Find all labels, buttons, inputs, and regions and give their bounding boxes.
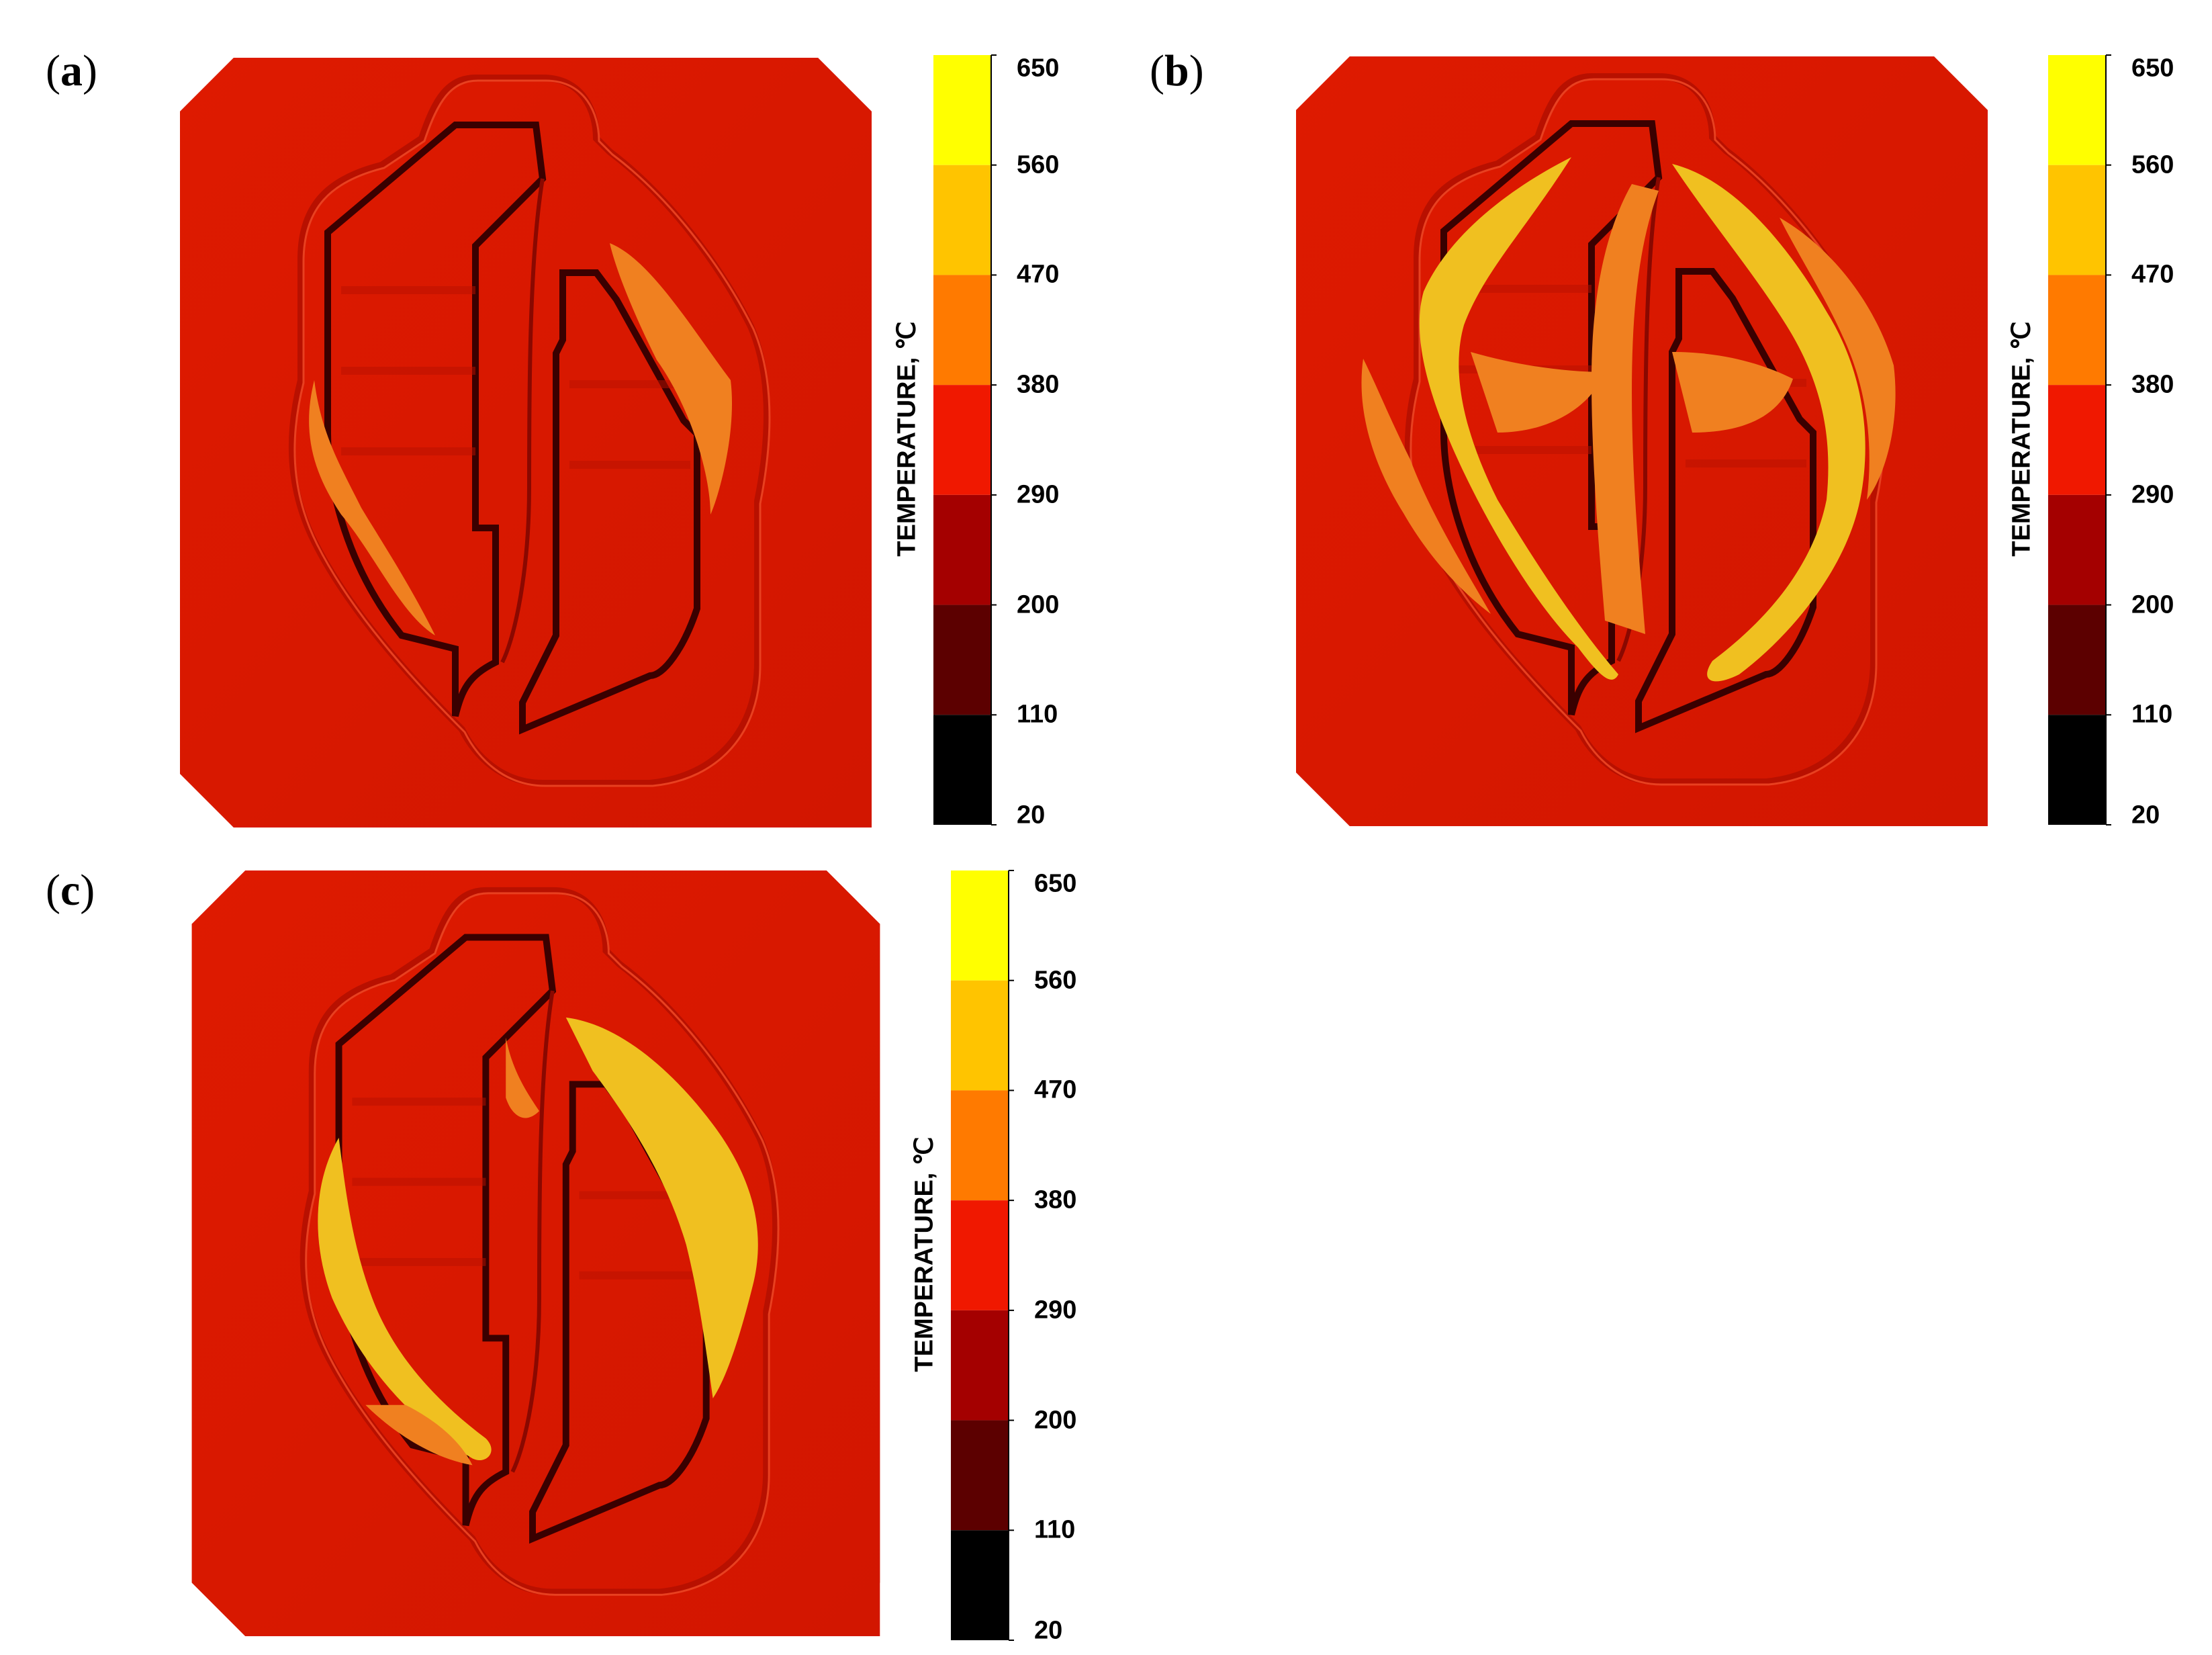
colorbar-band <box>2048 165 2106 275</box>
hot-outer-right-b <box>1780 218 1896 500</box>
colorbar-tick-label: 470 <box>1034 1075 1077 1104</box>
colorbar-band <box>951 870 1009 981</box>
panel-label-a: (a) <box>46 46 97 95</box>
colorbar-band <box>933 165 991 275</box>
colorbar-band <box>951 1420 1009 1531</box>
colorbar-tick-label: 200 <box>1034 1406 1077 1435</box>
hot-ring-right-c <box>565 1017 758 1398</box>
colorbar-tick-label: 290 <box>1034 1296 1077 1325</box>
colorbar-band <box>933 275 991 386</box>
panel-label-b: (b) <box>1150 46 1204 95</box>
colorbar-tick-label: 290 <box>2131 480 2174 509</box>
colorbar-title: TEMPERATURE, ℃ <box>2007 321 2036 557</box>
plate-a <box>180 58 872 828</box>
colorbar-tick-label: 470 <box>2131 260 2174 289</box>
colorbar-tick-label: 20 <box>1034 1616 1063 1645</box>
hot-spot-c <box>365 1404 473 1466</box>
colorbar-tick-label: 470 <box>1017 260 1060 289</box>
colorbar-tick-label: 560 <box>2131 150 2174 179</box>
hot-ring-left-c <box>318 1137 492 1461</box>
colorbar-tick-label: 650 <box>2131 54 2174 83</box>
hot-ring-right-b <box>1672 164 1865 682</box>
colorbar-band <box>933 385 991 495</box>
colorbar-band <box>933 715 991 825</box>
colorbar-band <box>951 1310 1009 1421</box>
colorbar-band <box>2048 275 2106 386</box>
colorbar-band <box>951 980 1009 1091</box>
hot-center-b <box>1592 184 1659 634</box>
panel-label-c: (c) <box>46 866 95 915</box>
colorbar-band <box>951 1090 1009 1201</box>
colorbar-tick-label: 200 <box>1017 590 1060 619</box>
colorbar-tick-label: 110 <box>1017 700 1058 729</box>
colorbar-title: TEMPERATURE, ℃ <box>892 321 921 557</box>
colorbar-tick-label: 650 <box>1017 54 1060 83</box>
hot-zone-right-a <box>610 243 733 515</box>
colorbar-band <box>2048 55 2106 165</box>
colorbar-tick-label: 650 <box>1034 869 1077 898</box>
colorbar-band <box>2048 385 2106 495</box>
colorbar-band <box>2048 494 2106 605</box>
hot-ring-left-b <box>1419 157 1618 680</box>
colorbar-tick-label: 110 <box>2131 700 2173 729</box>
colorbar-tick-label: 110 <box>1034 1515 1076 1544</box>
colorbar-tick-label: 380 <box>2131 370 2174 399</box>
hot-inner-left-b <box>1471 352 1605 433</box>
hot-inner-right-b <box>1672 352 1793 433</box>
colorbar-band <box>951 1530 1009 1640</box>
colorbar-tick-label: 380 <box>1017 370 1060 399</box>
plate-b <box>1296 55 1988 828</box>
colorbar-band <box>2048 605 2106 715</box>
colorbar-tick-label: 560 <box>1034 966 1077 995</box>
colorbar-band <box>933 494 991 605</box>
colorbar-tick-label: 290 <box>1017 480 1060 509</box>
plate-c <box>183 870 889 1636</box>
colorbar-tick-label: 20 <box>2131 801 2160 830</box>
colorbar-tick-label: 200 <box>2131 590 2174 619</box>
hot-small-c <box>506 1037 539 1118</box>
colorbar-tick-label: 560 <box>1017 150 1060 179</box>
hot-outer-left-b <box>1361 359 1491 614</box>
colorbar-tick-label: 380 <box>1034 1186 1077 1214</box>
colorbar-title: TEMPERATURE, ℃ <box>910 1136 939 1372</box>
colorbar-band <box>2048 715 2106 825</box>
colorbar-band <box>933 55 991 165</box>
colorbar-band <box>951 1200 1009 1310</box>
colorbar-tick-label: 20 <box>1017 801 1046 830</box>
colorbar-band <box>933 605 991 715</box>
